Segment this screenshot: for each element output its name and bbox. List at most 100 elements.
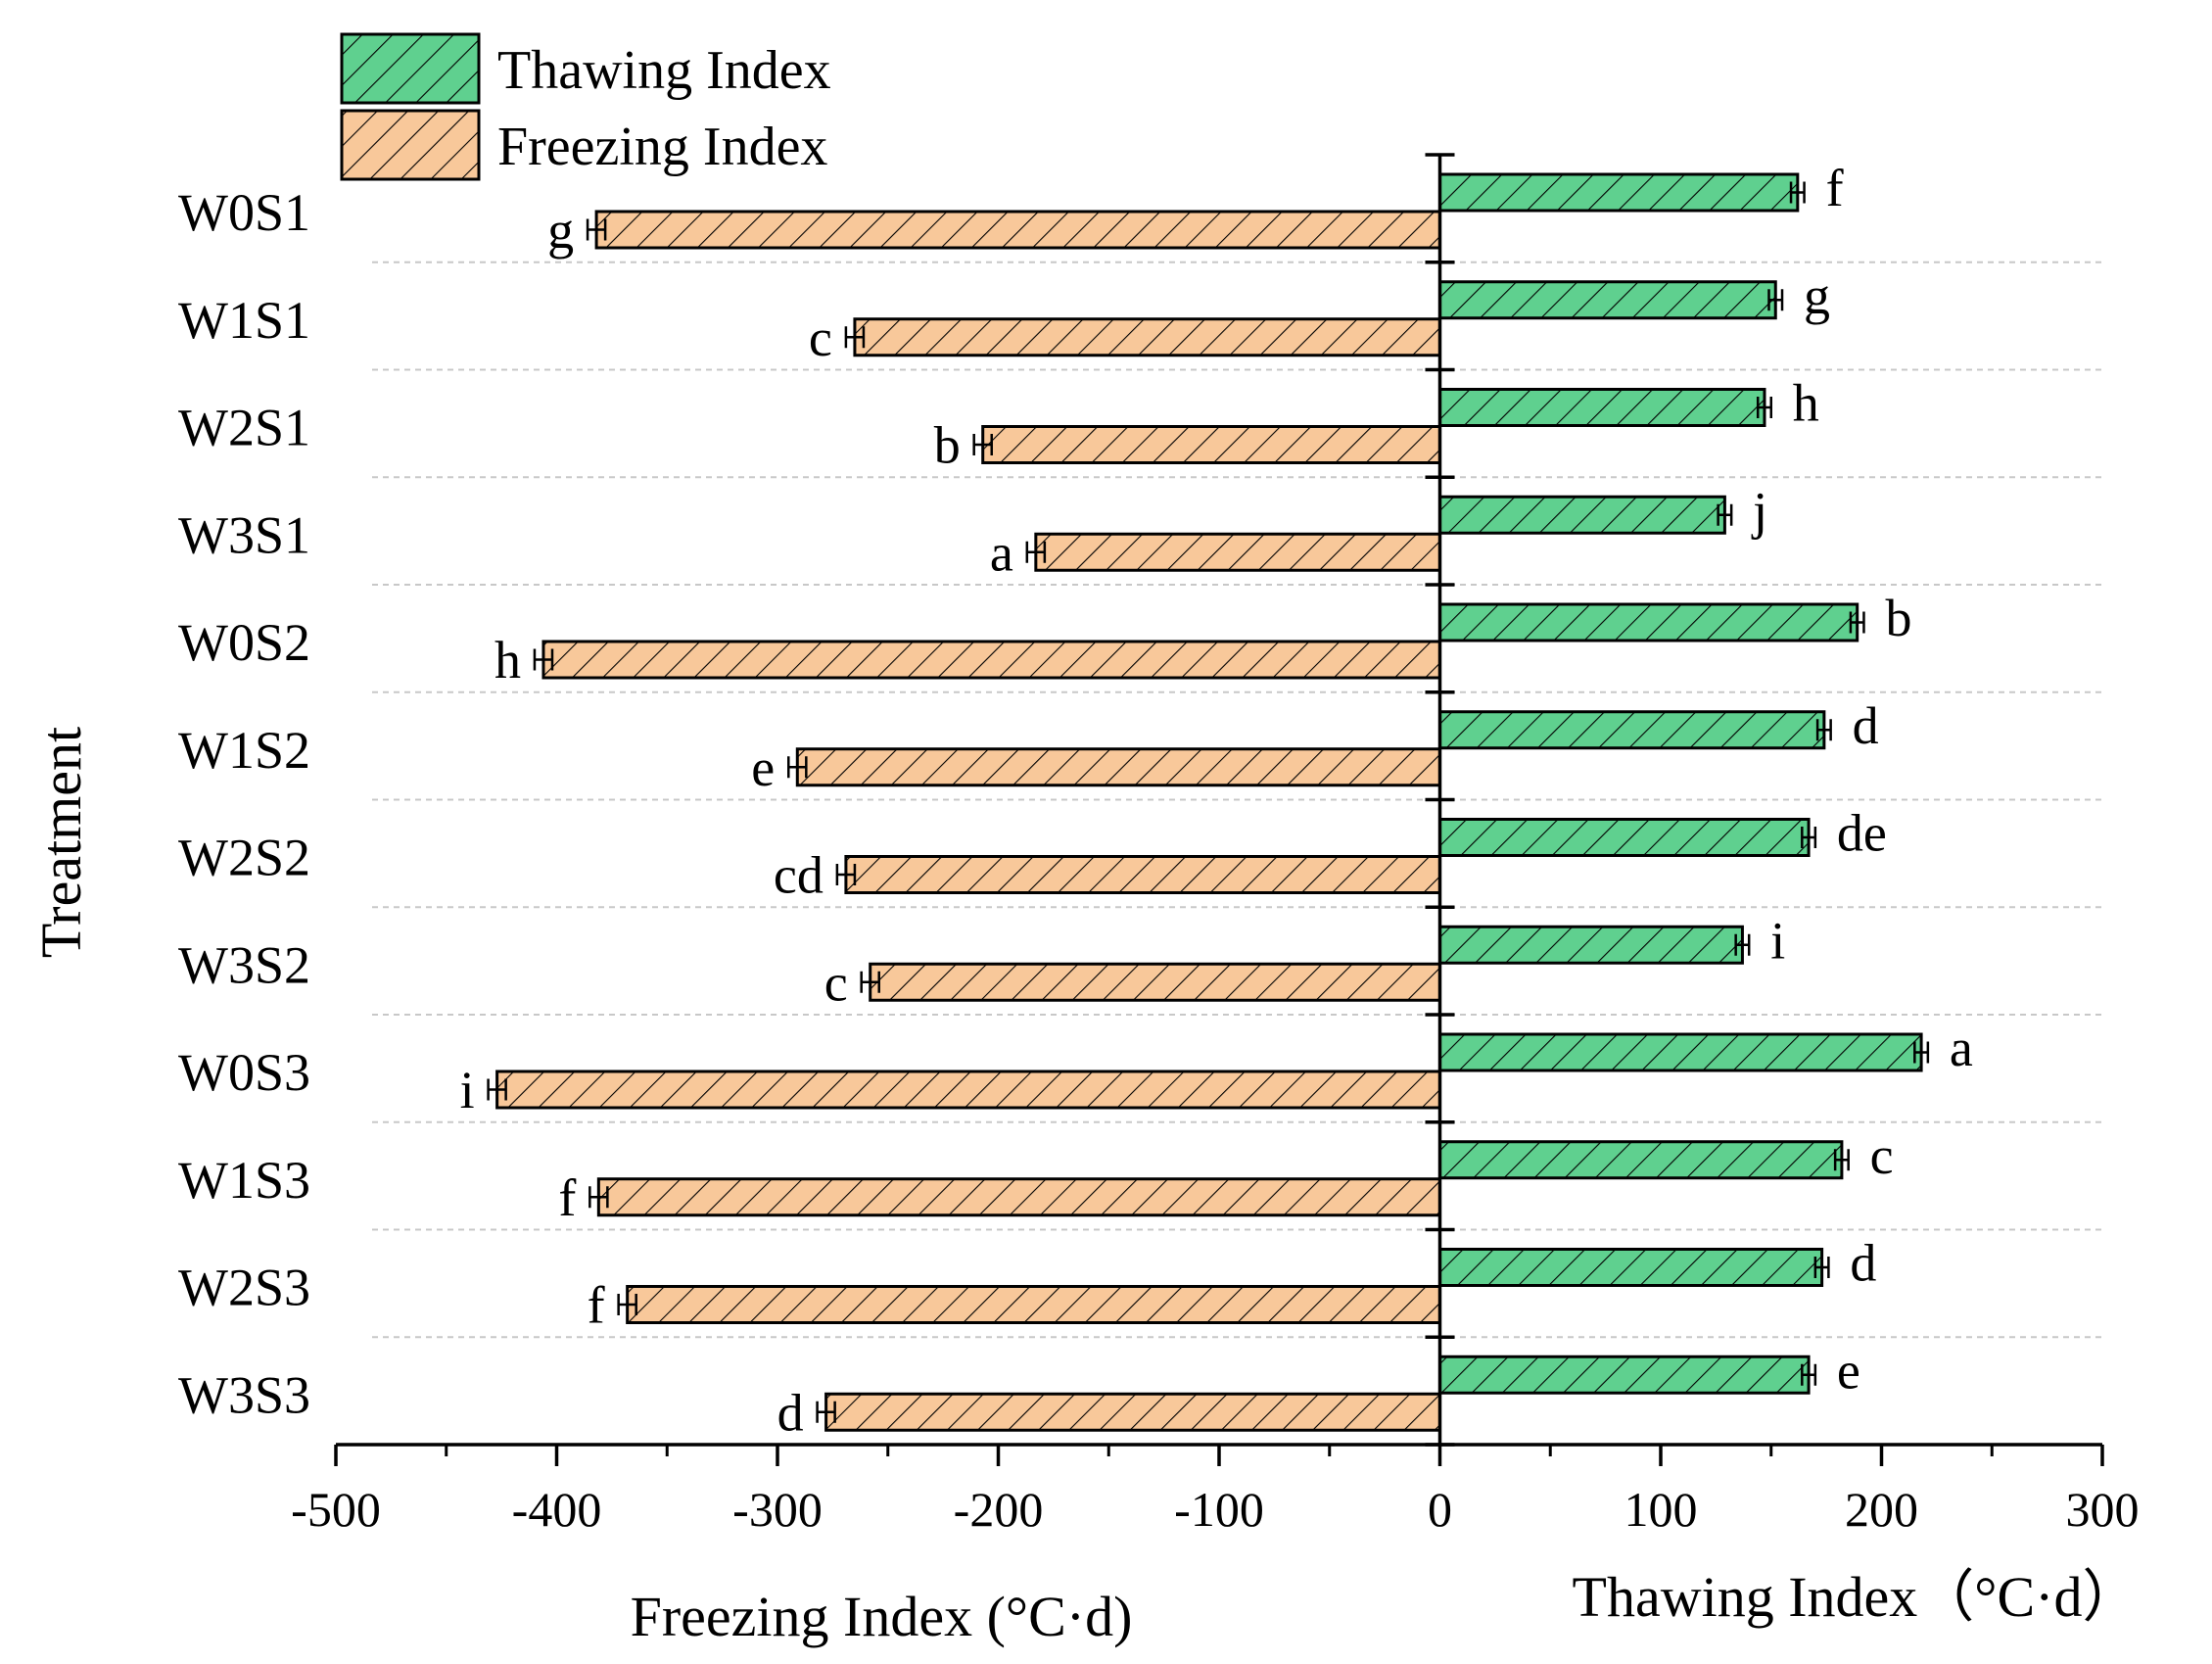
legend-swatch-freezing: [340, 109, 481, 181]
thawing-bar: [1438, 710, 1826, 750]
category-label: W0S1: [178, 183, 310, 242]
category-label: W3S2: [178, 935, 310, 994]
category-label: W2S1: [178, 399, 310, 457]
freezing-error-bar: [586, 218, 607, 241]
thawing-bar: [1438, 1032, 1923, 1072]
thawing-bar: [1438, 495, 1726, 535]
category-label: W3S3: [178, 1365, 310, 1424]
freezing-error-bar: [1025, 541, 1047, 563]
freezing-bar: [541, 640, 1441, 680]
freezing-letter: a: [990, 523, 1013, 582]
freezing-bar: [869, 962, 1441, 1002]
thawing-letter: de: [1837, 804, 1887, 863]
freezing-bar: [594, 210, 1441, 250]
freezing-bar: [795, 747, 1441, 787]
thawing-error-bar: [1767, 289, 1784, 311]
category-label: W0S2: [178, 613, 310, 672]
thawing-error-bar: [1813, 1257, 1830, 1278]
x-axis-title-thawing: Thawing Index（°C·d）: [1573, 1565, 2140, 1629]
legend-swatch-thawing: [340, 32, 481, 105]
thawing-bar: [1438, 1355, 1811, 1395]
freezing-error-bar: [617, 1294, 637, 1315]
thawing-error-bar: [1913, 1041, 1930, 1064]
freezing-letter: f: [588, 1276, 605, 1335]
x-tick-label: -100: [1174, 1482, 1264, 1537]
thawing-error-bar: [1849, 611, 1865, 634]
freezing-bar: [626, 1285, 1441, 1324]
thawing-letter: b: [1885, 589, 1911, 647]
x-tick-label: 0: [1428, 1482, 1452, 1537]
freezing-bar: [824, 1392, 1441, 1432]
freezing-letter: b: [934, 416, 961, 475]
x-tick-label: 200: [1845, 1482, 1918, 1537]
freezing-letter: f: [558, 1168, 576, 1227]
x-tick-label: 300: [2066, 1482, 2140, 1537]
thawing-error-bar: [1801, 1363, 1817, 1386]
category-label: W2S2: [178, 829, 310, 887]
thawing-letter: h: [1793, 374, 1819, 433]
freezing-error-bar: [860, 971, 880, 993]
thawing-letter: i: [1770, 911, 1785, 970]
freezing-bar: [844, 855, 1441, 894]
freezing-bar: [981, 425, 1442, 464]
legend-item-thawing: Thawing Index: [340, 32, 831, 105]
legend-item-freezing: Freezing Index: [340, 109, 827, 181]
thawing-error-bar: [1815, 719, 1832, 741]
x-tick-label: -400: [512, 1482, 602, 1537]
category-label: W1S1: [178, 291, 310, 350]
thawing-bar: [1438, 818, 1811, 857]
category-label: W0S3: [178, 1043, 310, 1102]
freezing-letter: c: [824, 953, 848, 1012]
thawing-bar: [1438, 925, 1744, 965]
freezing-error-bar: [588, 1186, 609, 1209]
freezing-letter: h: [494, 631, 521, 689]
freezing-error-bar: [972, 434, 993, 455]
thawing-letter: e: [1837, 1341, 1860, 1400]
x-axis-title-freezing: Freezing Index (°C·d): [631, 1585, 1133, 1648]
freezing-letter: c: [809, 309, 832, 367]
legend-label-thawing: Thawing Index: [497, 40, 831, 101]
freezing-letter: d: [777, 1383, 804, 1442]
freezing-bar: [596, 1177, 1441, 1217]
category-label: W1S3: [178, 1151, 310, 1210]
freezing-letter: i: [460, 1061, 475, 1119]
thawing-bar: [1438, 280, 1777, 320]
freezing-letter: cd: [774, 846, 824, 905]
thawing-error-bar: [1756, 397, 1772, 418]
freezing-error-bar: [844, 326, 866, 349]
thawing-error-bar: [1789, 181, 1806, 204]
x-tick-label: -200: [954, 1482, 1044, 1537]
legend: Thawing Index Freezing Index: [340, 32, 831, 181]
thawing-error-bar: [1801, 827, 1817, 848]
thawing-error-bar: [1734, 933, 1751, 956]
freezing-bar: [1034, 532, 1441, 572]
category-label: W1S2: [178, 721, 310, 780]
freezing-bar: [853, 317, 1441, 357]
thawing-letter: j: [1751, 481, 1767, 540]
x-tick-label: -500: [291, 1482, 381, 1537]
thawing-letter: d: [1853, 696, 1879, 755]
thawing-bar: [1438, 388, 1766, 427]
freezing-error-bar: [816, 1401, 836, 1423]
thawing-bar: [1438, 172, 1800, 213]
freezing-error-bar: [835, 864, 857, 885]
freezing-letter: e: [751, 738, 775, 797]
x-tick-label: -300: [732, 1482, 823, 1537]
freezing-bar: [495, 1070, 1441, 1110]
freezing-error-bar: [487, 1078, 507, 1101]
thawing-letter: d: [1850, 1234, 1876, 1293]
thawing-letter: g: [1804, 266, 1830, 325]
category-label: W3S1: [178, 505, 310, 564]
thawing-bar: [1438, 1140, 1844, 1180]
y-axis-title: Treatment: [29, 727, 93, 958]
thawing-letter: c: [1870, 1126, 1894, 1185]
grid-lines: [372, 261, 2102, 1339]
thawing-bar: [1438, 602, 1859, 642]
freezing-error-bar: [533, 648, 554, 671]
x-tick-label: 100: [1624, 1482, 1698, 1537]
axes: W0S1 W1S1 W2S1 W3S1 W0S2 W1S2 W2S2 W3S2 W0S3 W1S3…: [178, 153, 2140, 1537]
legend-label-freezing: Freezing Index: [497, 117, 827, 177]
thawing-letter: a: [1950, 1019, 1973, 1077]
